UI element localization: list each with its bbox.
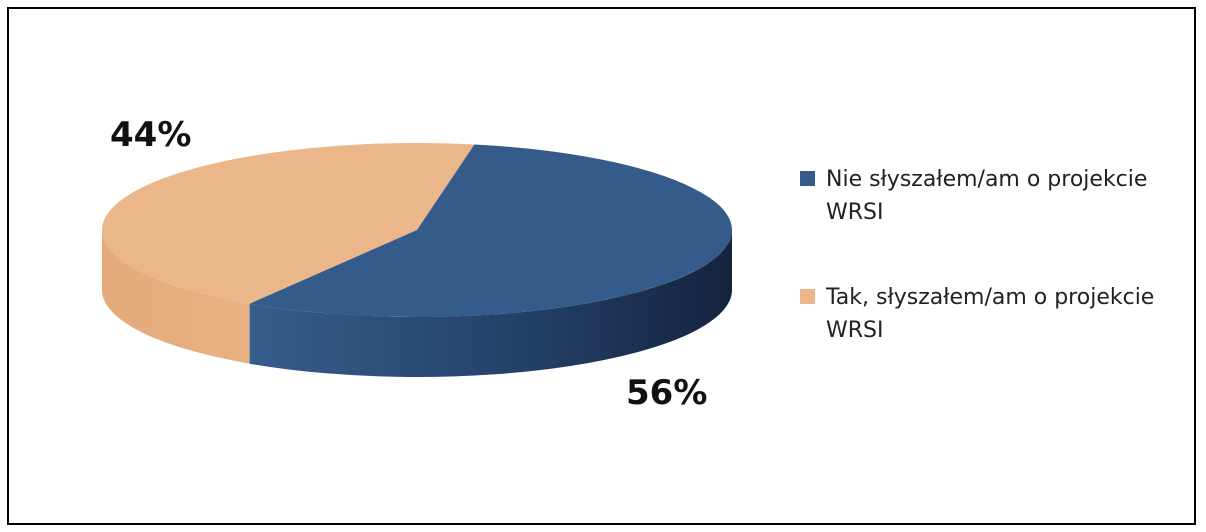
pie-slice-side-tan (102, 230, 250, 364)
legend-swatch-nie (800, 171, 815, 186)
pie-slice-nie (249, 144, 732, 317)
legend-label-nie-line1: Nie słyszałem/am o projekcie (826, 167, 1148, 192)
legend-swatch-tak (800, 289, 815, 304)
legend-item-nie: Nie słyszałem/am o projekcie WRSI (800, 163, 1190, 229)
legend-label-tak-line1: Tak, słyszałem/am o projekcie (826, 285, 1155, 310)
legend-label-nie-line2: WRSI (826, 200, 884, 225)
pie-slice-tak (101, 142, 475, 304)
data-label-nie: 56% (626, 373, 707, 413)
data-label-tak: 44% (110, 115, 191, 155)
legend-item-tak: Tak, słyszałem/am o projekcie WRSI (800, 281, 1190, 347)
legend: Nie słyszałem/am o projekcie WRSI Tak, s… (800, 163, 1190, 399)
legend-label-tak-line2: WRSI (826, 318, 884, 343)
pie-slice-side-blue (249, 230, 733, 377)
